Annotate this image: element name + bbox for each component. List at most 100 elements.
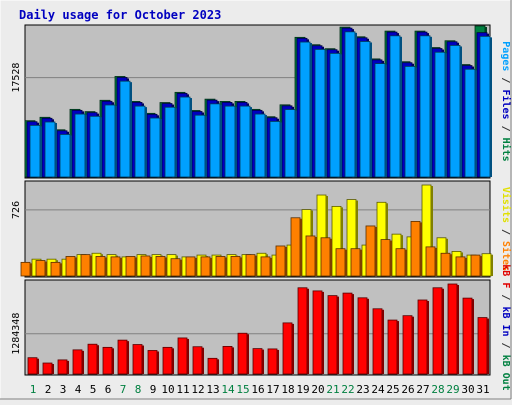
panel-visits-legend: Visits / Sites <box>500 187 512 271</box>
bar-side-kb-f-1 <box>37 358 39 374</box>
series-kb-f <box>27 283 489 375</box>
series-pages <box>29 31 492 178</box>
legend-part: kB Out <box>500 355 511 391</box>
bar-side-kb-f-30 <box>472 299 474 374</box>
legend-part: Files <box>500 89 512 119</box>
bar-side-pages-8 <box>145 107 147 177</box>
bar-side-kb-f-22 <box>352 294 354 374</box>
bar-pages-16 <box>254 113 266 178</box>
bar-pages-6 <box>104 104 116 178</box>
legend-part: / <box>500 120 511 138</box>
bar-side-sites-11 <box>180 259 182 276</box>
panel-hits-tick-label: 17528 <box>11 63 22 93</box>
x-label-6: 6 <box>105 383 112 396</box>
bar-side-kb-f-7 <box>127 341 129 374</box>
bar-pages-9 <box>149 117 161 178</box>
x-label-15: 15 <box>236 383 249 396</box>
bar-sites-7 <box>110 256 121 277</box>
bar-side-pages-5 <box>100 117 102 177</box>
bar-pages-29 <box>449 45 461 178</box>
bar-sites-26 <box>395 248 406 277</box>
legend-part: kB In <box>500 306 511 336</box>
bar-side-sites-31 <box>480 256 482 276</box>
bar-side-kb-f-29 <box>457 285 459 374</box>
bar-kb-f-11 <box>177 337 188 375</box>
bar-side-pages-1 <box>40 126 42 177</box>
bar-side-pages-20 <box>325 50 327 178</box>
bar-side-sites-27 <box>420 222 422 276</box>
bar-pages-17 <box>269 121 281 178</box>
x-label-8: 8 <box>135 383 142 396</box>
x-label-5: 5 <box>90 383 97 396</box>
bar-sites-22 <box>335 248 346 277</box>
bar-side-sites-10 <box>165 257 167 276</box>
x-label-31: 31 <box>476 383 489 396</box>
bar-side-pages-13 <box>220 104 222 177</box>
x-label-19: 19 <box>296 383 309 396</box>
x-label-29: 29 <box>446 383 459 396</box>
bar-pages-2 <box>44 121 56 178</box>
bar-pages-18 <box>284 109 296 178</box>
panel-visits-tick-label: 726 <box>11 201 22 219</box>
bar-side-kb-f-2 <box>52 364 54 374</box>
bar-pages-19 <box>299 41 311 178</box>
bar-side-visits-21 <box>341 207 343 276</box>
bar-side-sites-13 <box>210 257 212 276</box>
bar-side-pages-28 <box>445 53 447 178</box>
bar-side-pages-7 <box>130 82 132 177</box>
bar-pages-25 <box>389 35 401 178</box>
bar-sites-23 <box>350 248 361 277</box>
bar-kb-f-7 <box>117 339 128 375</box>
bar-kb-f-16 <box>252 348 263 375</box>
x-label-12: 12 <box>191 383 204 396</box>
bar-side-kb-f-14 <box>232 347 234 374</box>
panel-hits-legend: Pages / Files / Hits <box>500 41 512 161</box>
bar-side-kb-f-24 <box>382 309 384 374</box>
bar-side-pages-24 <box>385 64 387 177</box>
bar-side-kb-f-15 <box>247 334 249 374</box>
bar-pages-14 <box>224 105 236 178</box>
x-label-30: 30 <box>461 383 474 396</box>
bar-kb-f-3 <box>57 359 68 375</box>
bar-side-kb-f-19 <box>307 288 309 374</box>
bar-side-pages-10 <box>175 108 177 177</box>
bar-side-pages-15 <box>250 107 252 177</box>
bar-sites-3 <box>50 261 61 277</box>
bar-side-sites-14 <box>225 257 227 276</box>
bar-side-sites-2 <box>45 261 47 276</box>
bar-kb-f-19 <box>297 287 308 375</box>
legend-part: Pages <box>500 41 511 71</box>
bar-kb-f-21 <box>327 295 338 375</box>
bar-sites-8 <box>125 256 136 277</box>
x-label-23: 23 <box>356 383 369 396</box>
bar-side-sites-21 <box>330 238 332 276</box>
bar-sites-28 <box>425 246 436 277</box>
bar-sites-19 <box>290 217 301 277</box>
bar-side-kb-f-26 <box>412 316 414 374</box>
bar-side-visits-22 <box>356 200 358 276</box>
bar-side-visits-31 <box>491 254 493 276</box>
chart-title: Daily usage for October 2023 <box>19 8 221 22</box>
legend-part: / <box>500 288 511 306</box>
x-label-24: 24 <box>371 383 385 396</box>
bar-pages-10 <box>164 106 176 178</box>
legend-part: kB F <box>500 264 511 288</box>
bar-side-kb-f-5 <box>97 345 99 374</box>
bar-pages-4 <box>74 113 86 178</box>
bar-kb-f-18 <box>282 322 293 375</box>
panel-hits: 17528 Pages / Files / Hits <box>11 24 512 179</box>
bar-sites-20 <box>305 235 316 277</box>
legend-part: / <box>500 71 511 89</box>
x-label-4: 4 <box>75 383 82 396</box>
bar-kb-f-9 <box>147 350 158 375</box>
bar-sites-27 <box>410 220 421 277</box>
bar-kb-f-1 <box>27 357 38 375</box>
bar-side-sites-22 <box>345 249 347 276</box>
bar-kb-f-27 <box>417 299 428 375</box>
x-label-22: 22 <box>341 383 354 396</box>
bar-side-visits-20 <box>326 196 328 276</box>
bar-kb-f-4 <box>72 349 83 375</box>
bar-pages-15 <box>239 105 251 178</box>
